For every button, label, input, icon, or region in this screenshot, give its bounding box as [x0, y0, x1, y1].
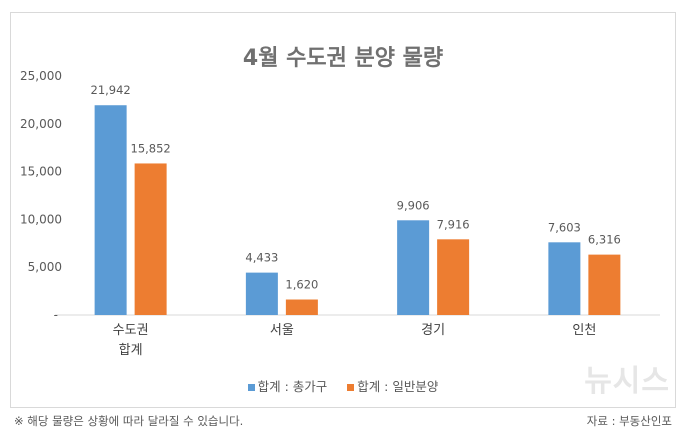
data-label: 9,906: [397, 198, 430, 212]
y-tick-label: -: [54, 308, 58, 322]
footnote: ※ 해당 물량은 상황에 따라 달라질 수 있습니다.: [14, 414, 244, 428]
legend-label-total: 합계 : 총가구: [257, 379, 328, 394]
category-label: 합계: [119, 343, 143, 358]
legend-label-general: 합계 : 일반분양: [357, 379, 439, 394]
watermark-logo: 뉴시스: [584, 364, 670, 399]
data-label: 4,433: [245, 251, 278, 265]
data-label: 6,316: [588, 233, 621, 247]
category-label: 서울: [270, 323, 294, 338]
y-tick-label: 15,000: [20, 165, 62, 179]
legend: 합계 : 총가구 합계 : 일반분양: [0, 376, 686, 395]
data-label: 21,942: [91, 83, 131, 97]
data-label: 7,603: [548, 220, 581, 234]
data-label: 7,916: [437, 217, 470, 231]
legend-swatch-total: [247, 384, 255, 391]
y-tick-label: 5,000: [28, 260, 62, 274]
bar: [245, 272, 278, 315]
source: 자료 : 부동산인포: [586, 414, 672, 428]
legend-swatch-general: [347, 384, 355, 391]
category-label: 경기: [421, 323, 445, 338]
category-label: 수도권: [113, 323, 149, 338]
bar: [94, 105, 127, 315]
bar: [437, 239, 470, 315]
y-tick-label: 10,000: [20, 212, 62, 226]
bar: [134, 163, 167, 315]
bar: [285, 299, 318, 315]
bar: [548, 242, 581, 315]
y-tick-label: 25,000: [20, 69, 62, 83]
y-tick-label: 20,000: [20, 117, 62, 131]
bar: [588, 254, 621, 315]
chart-frame: [10, 12, 676, 408]
data-label: 15,852: [131, 141, 171, 155]
chart-title: 4월 수도권 분양 물량: [242, 46, 444, 71]
bar: [397, 220, 430, 315]
category-label: 인천: [572, 323, 596, 338]
data-label: 1,620: [285, 278, 318, 292]
